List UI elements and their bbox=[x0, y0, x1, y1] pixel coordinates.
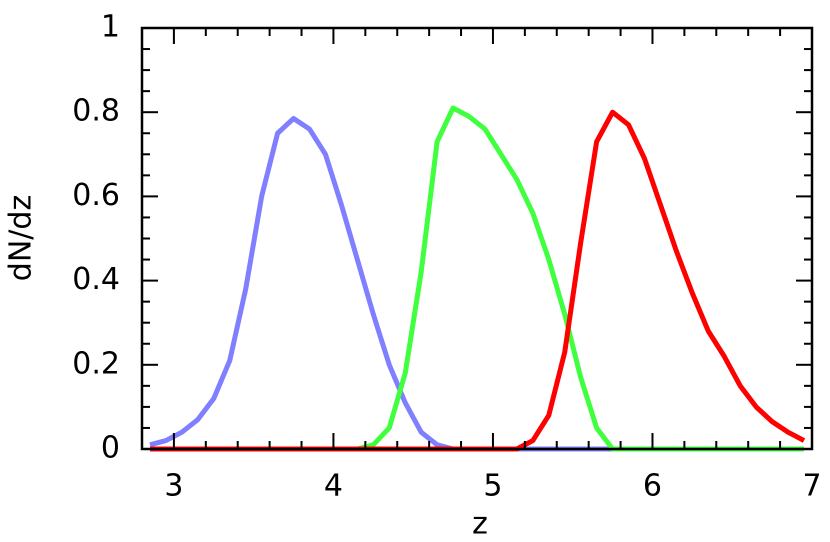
y-tick-label: 0 bbox=[101, 431, 120, 466]
y-axis-label: dN/dz bbox=[4, 195, 39, 281]
y-tick-label: 0.4 bbox=[72, 262, 120, 297]
x-tick-label: 4 bbox=[324, 469, 343, 504]
y-tick-label: 0.6 bbox=[72, 178, 120, 213]
plot-frame bbox=[140, 26, 814, 451]
x-tick-label: 7 bbox=[802, 469, 821, 504]
y-tick-label: 0.8 bbox=[72, 94, 120, 129]
y-tick-label: 1 bbox=[101, 10, 120, 45]
x-axis-label: z bbox=[472, 507, 488, 542]
x-tick-label: 3 bbox=[164, 469, 183, 504]
x-tick-label: 6 bbox=[643, 469, 662, 504]
data-line bbox=[149, 116, 805, 452]
y-tick-label: 0.2 bbox=[72, 346, 120, 381]
x-tick-label: 5 bbox=[483, 469, 502, 504]
